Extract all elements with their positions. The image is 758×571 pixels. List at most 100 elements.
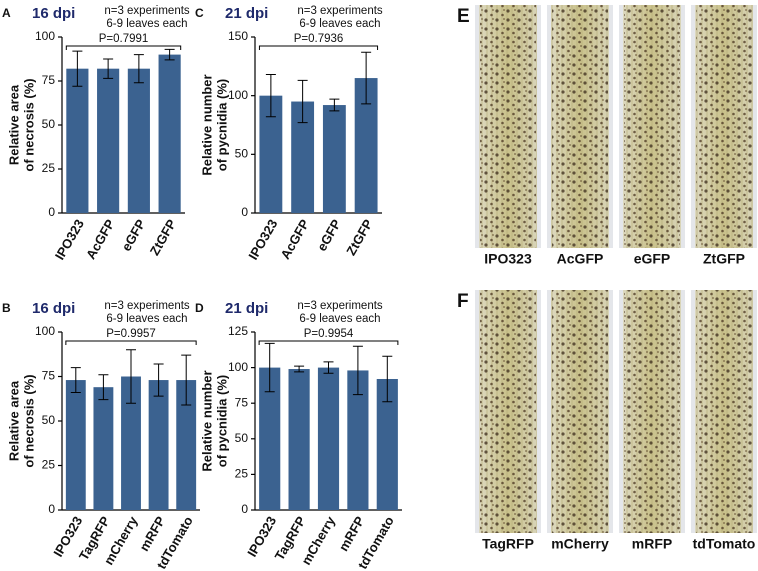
leaf-pycnidia bbox=[696, 290, 752, 533]
y-axis-label: Relative number bbox=[199, 370, 214, 471]
y-axis-label: Relative number bbox=[199, 74, 214, 175]
leaf-pycnidia bbox=[696, 5, 752, 248]
y-tick-label: 75 bbox=[42, 73, 56, 87]
leaf-image bbox=[691, 5, 757, 248]
chart-title: 21 dpi bbox=[225, 5, 268, 22]
leaf-pycnidia bbox=[624, 290, 680, 533]
chart-title: 16 dpi bbox=[32, 5, 75, 22]
error-bar bbox=[133, 54, 144, 84]
significance-bracket bbox=[258, 45, 379, 50]
leaf-label: TagRFP bbox=[482, 536, 534, 552]
y-axis-label: Relative area bbox=[6, 84, 21, 165]
panel-letter: E bbox=[457, 6, 470, 27]
bar bbox=[97, 68, 120, 214]
significance-bracket bbox=[65, 340, 197, 345]
panel-letter: F bbox=[457, 291, 469, 312]
y-tick-label: 125 bbox=[228, 324, 248, 338]
bar bbox=[158, 54, 181, 213]
bar bbox=[259, 367, 281, 510]
panel-letter: C bbox=[195, 6, 204, 20]
x-tick-label: IPO323 bbox=[52, 217, 87, 263]
significance-bracket bbox=[258, 340, 399, 345]
leaf-label: AcGFP bbox=[557, 251, 604, 267]
x-tick-label: AcGFP bbox=[278, 216, 313, 261]
error-bar bbox=[70, 367, 81, 394]
leaf-image bbox=[547, 5, 613, 248]
y-tick-label: 100 bbox=[35, 29, 55, 43]
error-bar bbox=[126, 349, 136, 404]
leaf-pycnidia bbox=[480, 290, 536, 533]
leaf-pycnidia bbox=[552, 5, 608, 248]
leaf-label: tdTomato bbox=[693, 536, 756, 552]
y-axis-label: of pycnidia (%) bbox=[214, 375, 229, 467]
panel-letter: B bbox=[2, 301, 11, 315]
bar bbox=[176, 380, 197, 510]
y-tick-label: 75 bbox=[235, 395, 249, 409]
y-axis-label: Relative area bbox=[6, 380, 21, 461]
error-bar bbox=[181, 354, 192, 406]
significance-bracket bbox=[65, 45, 182, 50]
leaf-label: mRFP bbox=[632, 536, 672, 552]
error-bar bbox=[98, 374, 109, 401]
x-tick-label: mRFP bbox=[336, 513, 368, 553]
p-value: P=0.9957 bbox=[106, 328, 156, 340]
error-bar bbox=[361, 51, 372, 105]
error-bar bbox=[264, 342, 275, 393]
panel-letter: A bbox=[2, 6, 11, 20]
x-tick-label: eGFP bbox=[118, 216, 148, 253]
error-bar bbox=[382, 355, 393, 403]
y-tick-label: 0 bbox=[48, 205, 55, 219]
x-tick-label: AcGFP bbox=[83, 216, 118, 261]
y-tick-label: 25 bbox=[42, 161, 56, 175]
annotation: 6-9 leaves each bbox=[106, 313, 187, 325]
bar bbox=[322, 105, 346, 213]
y-tick-label: 150 bbox=[228, 29, 248, 43]
annotation: n=3 experiments bbox=[104, 300, 190, 312]
error-bar bbox=[265, 74, 276, 118]
leaf-label: mCherry bbox=[551, 536, 609, 552]
bar bbox=[148, 380, 169, 510]
y-tick-label: 0 bbox=[48, 502, 55, 516]
panel-letter: D bbox=[195, 301, 204, 315]
leaf-image bbox=[547, 290, 613, 533]
leaf-label: eGFP bbox=[634, 251, 671, 267]
error-bar bbox=[164, 48, 175, 61]
chart-title: 16 dpi bbox=[32, 300, 75, 317]
error-bar bbox=[323, 361, 334, 374]
annotation: n=3 experiments bbox=[297, 300, 383, 312]
bar bbox=[317, 367, 340, 510]
x-tick-label: eGFP bbox=[314, 216, 344, 253]
leaf-pycnidia bbox=[480, 5, 536, 248]
annotation: 6-9 leaves each bbox=[299, 313, 380, 325]
leaf-image bbox=[691, 290, 757, 533]
p-value: P=0.7936 bbox=[294, 33, 344, 45]
error-bar bbox=[72, 50, 83, 87]
y-tick-label: 50 bbox=[235, 431, 249, 445]
error-bar bbox=[153, 363, 164, 397]
y-tick-label: 100 bbox=[35, 324, 55, 338]
error-bar bbox=[103, 58, 114, 79]
y-tick-label: 100 bbox=[228, 88, 248, 102]
bar bbox=[65, 380, 86, 510]
leaf-pycnidia bbox=[624, 5, 680, 248]
y-axis-label: of necrosis (%) bbox=[21, 78, 36, 171]
y-tick-label: 75 bbox=[42, 369, 56, 383]
bar bbox=[127, 68, 150, 214]
error-bar bbox=[352, 345, 363, 396]
bar bbox=[66, 68, 89, 214]
y-tick-label: 100 bbox=[228, 360, 248, 374]
annotation: 6-9 leaves each bbox=[106, 18, 187, 30]
x-tick-label: ZtGFP bbox=[147, 216, 180, 258]
y-tick-label: 50 bbox=[42, 413, 56, 427]
leaf-label: IPO323 bbox=[484, 251, 532, 267]
bar bbox=[347, 370, 369, 510]
y-axis-label: of pycnidia (%) bbox=[214, 79, 229, 171]
bar bbox=[259, 95, 283, 213]
annotation: 6-9 leaves each bbox=[299, 18, 380, 30]
bar bbox=[376, 378, 398, 510]
chart-title: 21 dpi bbox=[225, 300, 268, 317]
y-tick-label: 50 bbox=[42, 117, 56, 131]
bar bbox=[291, 101, 315, 213]
y-axis-label: of necrosis (%) bbox=[21, 374, 36, 467]
